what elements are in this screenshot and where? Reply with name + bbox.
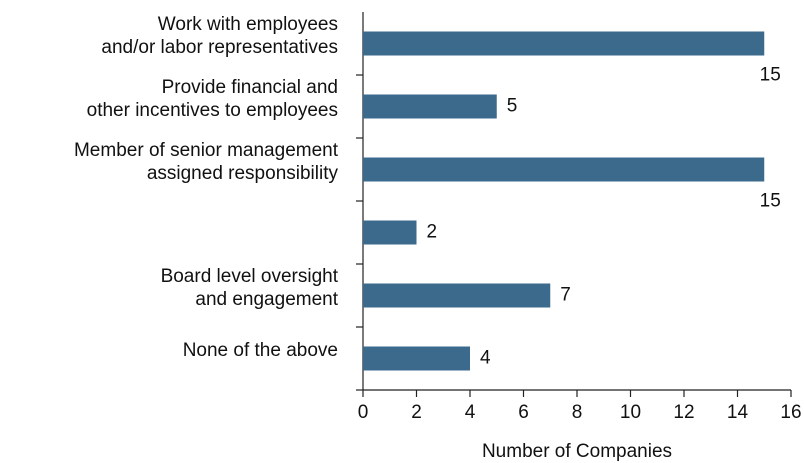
value-label: 15 [760, 65, 781, 86]
bar [363, 220, 417, 245]
value-label: 2 [427, 222, 438, 243]
y-tick-label: Work with employees and/or labor represe… [101, 13, 338, 58]
x-tick-label: 12 [673, 402, 694, 423]
y-tick-label: None of the above [182, 340, 338, 361]
value-label: 5 [507, 96, 518, 117]
x-tick-label: 4 [465, 402, 476, 423]
x-axis-label: Number of Companies [482, 441, 672, 462]
bar [363, 31, 765, 56]
x-tick-label: 6 [518, 402, 529, 423]
x-tick-label: 8 [572, 402, 583, 423]
bar [363, 283, 551, 308]
y-tick-label: Board level oversight and engagement [160, 265, 338, 310]
bar [363, 346, 470, 371]
value-label: 4 [480, 348, 491, 369]
value-label: 15 [760, 191, 781, 212]
x-tick-label: 10 [620, 402, 641, 423]
bar [363, 157, 765, 182]
x-tick-label: 2 [411, 402, 422, 423]
bar [363, 94, 497, 119]
y-tick-label: Provide financial and other incentives t… [86, 76, 338, 121]
x-tick-label: 14 [727, 402, 749, 423]
y-tick-label: Member of senior management assigned res… [73, 139, 338, 184]
x-tick-label: 16 [780, 402, 801, 423]
value-label: 7 [560, 285, 571, 306]
x-tick-label: 0 [358, 402, 369, 423]
